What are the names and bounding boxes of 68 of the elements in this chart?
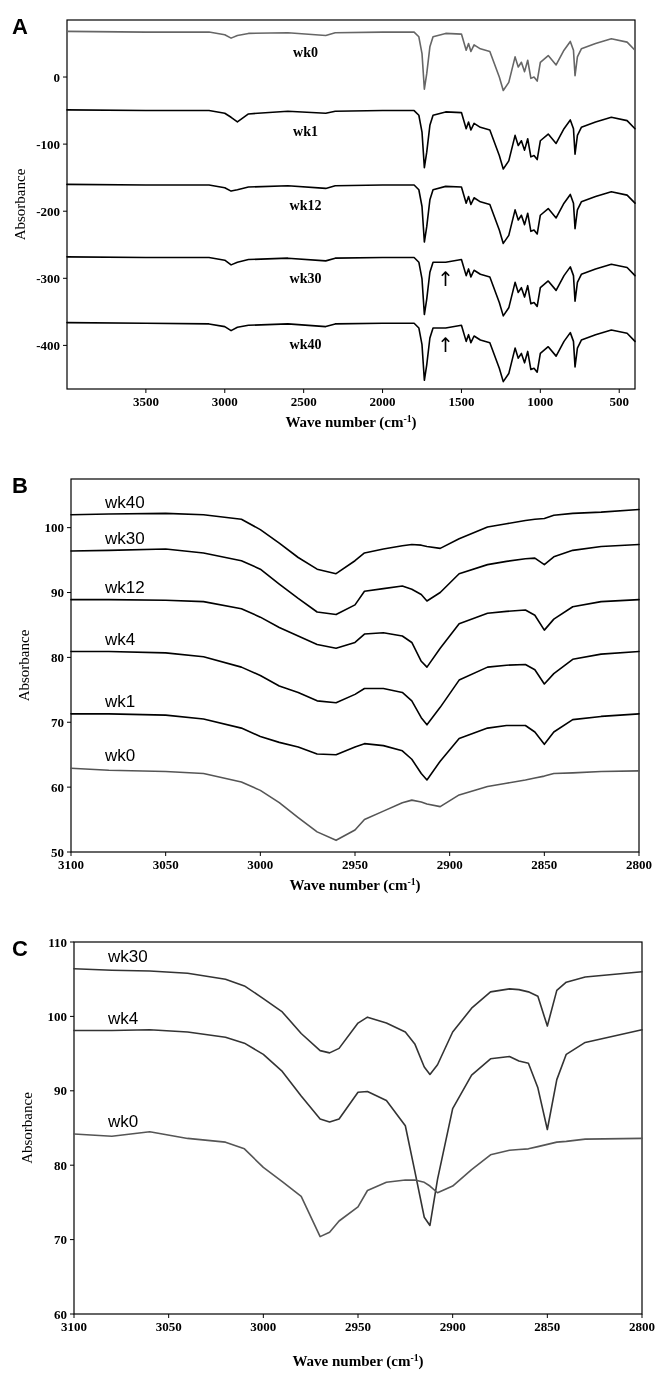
series-label: wk0 bbox=[104, 746, 136, 766]
y-tick-label: 80 bbox=[54, 1157, 67, 1173]
chart-title: C bbox=[12, 936, 28, 961]
x-tick-label: 1500 bbox=[448, 394, 475, 409]
x-tick-label: 3500 bbox=[132, 394, 159, 409]
x-tick-label: 2850 bbox=[534, 1319, 561, 1334]
x-tick-label: 2000 bbox=[369, 394, 396, 409]
series-label: wk12 bbox=[104, 577, 145, 597]
annotation: ↑ bbox=[437, 332, 455, 357]
series-label: wk30 bbox=[289, 270, 322, 286]
y-tick-label: -200 bbox=[36, 203, 60, 219]
line-series bbox=[70, 767, 640, 842]
x-tick-label: 3000 bbox=[211, 394, 238, 409]
series-label: wk30 bbox=[104, 529, 145, 549]
y-tick-label: -400 bbox=[36, 337, 60, 353]
x-tick-label: 1000 bbox=[527, 394, 554, 409]
line-series bbox=[66, 30, 636, 92]
x-tick-label: 2950 bbox=[342, 857, 368, 872]
y-tick-label: 70 bbox=[54, 1232, 67, 1248]
series-label: wk1 bbox=[104, 691, 136, 711]
series-label: wk0 bbox=[293, 45, 319, 61]
series-label: wk1 bbox=[293, 123, 319, 139]
series-label: wk12 bbox=[289, 198, 322, 214]
x-tick-label: 2850 bbox=[531, 857, 558, 872]
x-tick-label: 3100 bbox=[58, 857, 84, 872]
series-label: wk4 bbox=[107, 1008, 139, 1028]
y-tick-label: 100 bbox=[47, 1008, 67, 1024]
y-tick-label: 50 bbox=[51, 844, 64, 860]
x-tick-label: 3000 bbox=[250, 1319, 277, 1334]
line-series bbox=[73, 1028, 643, 1227]
y-tick-label: 70 bbox=[51, 714, 64, 730]
y-tick-label: 100 bbox=[44, 520, 64, 536]
x-axis-title: Wave number (cm$^{-1}$) bbox=[285, 412, 417, 431]
y-tick-label: 60 bbox=[51, 779, 64, 795]
series-label: wk0 bbox=[107, 1111, 139, 1131]
y-tick-label: 90 bbox=[54, 1083, 67, 1099]
y-tick-label: 80 bbox=[51, 649, 64, 665]
chart-title: A bbox=[12, 14, 28, 39]
y-tick-label: -300 bbox=[36, 270, 60, 286]
x-tick-label: 3100 bbox=[61, 1319, 87, 1334]
x-tick-label: 2800 bbox=[626, 857, 652, 872]
x-axis-title: Wave number (cm$^{-1}$) bbox=[292, 1351, 424, 1370]
x-tick-label: 3050 bbox=[155, 1319, 182, 1334]
y-axis-title: Absorbance bbox=[16, 629, 32, 702]
x-tick-label: 3050 bbox=[152, 857, 179, 872]
x-tick-label: 2950 bbox=[345, 1319, 371, 1334]
y-axis-title: Absorbance bbox=[12, 168, 28, 241]
y-tick-label: 90 bbox=[51, 585, 64, 601]
x-tick-label: 2500 bbox=[290, 394, 317, 409]
series-label: wk4 bbox=[104, 629, 136, 649]
series-label: wk40 bbox=[104, 492, 145, 512]
y-tick-label: 0 bbox=[53, 69, 60, 85]
x-tick-label: 3000 bbox=[247, 857, 274, 872]
line-series bbox=[73, 967, 643, 1076]
chart-title: B bbox=[12, 473, 28, 498]
x-tick-label: 2900 bbox=[436, 857, 463, 872]
series-label: wk30 bbox=[107, 946, 148, 966]
x-tick-label: 2800 bbox=[629, 1319, 655, 1334]
y-tick-label: 110 bbox=[48, 934, 67, 950]
y-axis-title: Absorbance bbox=[19, 1091, 35, 1164]
x-axis-title: Wave number (cm$^{-1}$) bbox=[289, 875, 421, 894]
annotation: ↑ bbox=[437, 267, 455, 292]
x-tick-label: 500 bbox=[609, 394, 629, 409]
x-tick-label: 2900 bbox=[439, 1319, 466, 1334]
series-label: wk40 bbox=[289, 336, 322, 352]
line-series bbox=[73, 1130, 643, 1238]
y-tick-label: -100 bbox=[36, 136, 60, 152]
y-tick-label: 60 bbox=[54, 1306, 67, 1322]
